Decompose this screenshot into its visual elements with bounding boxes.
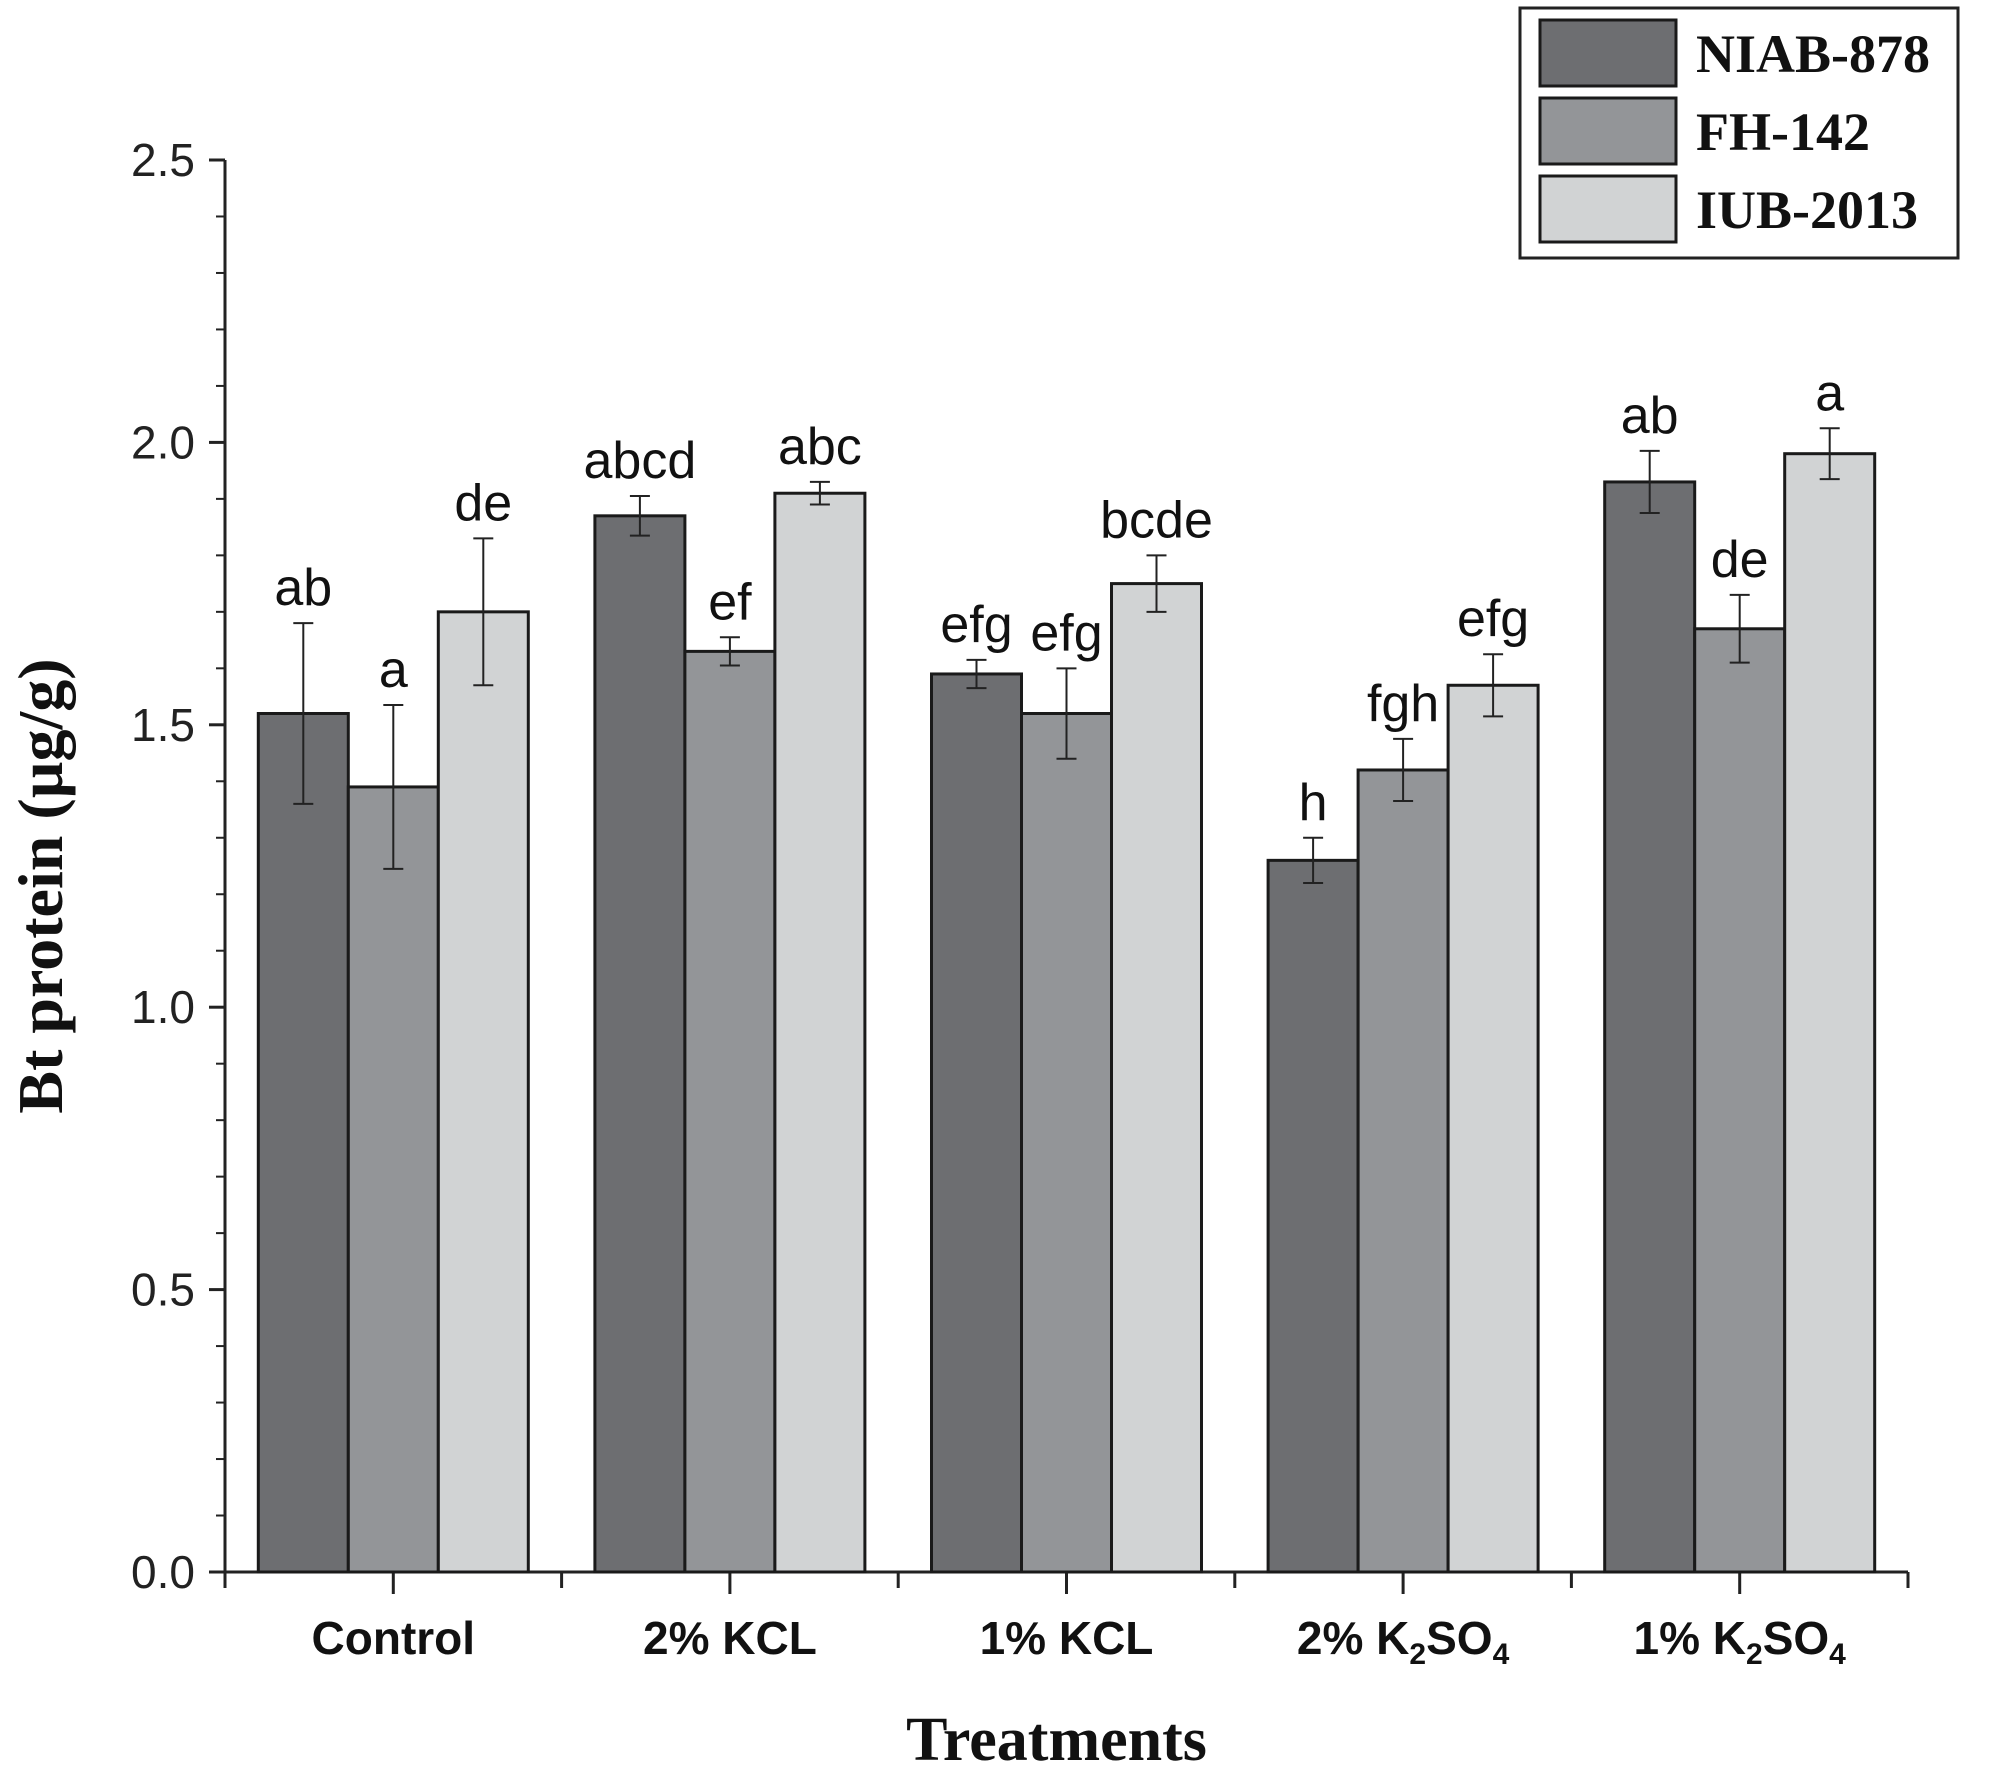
bar	[436, 610, 530, 1574]
y-tick-label: 2.0	[131, 416, 195, 468]
significance-letter: ef	[708, 573, 752, 631]
bar	[593, 514, 687, 1574]
legend-swatch	[1538, 96, 1678, 166]
x-axis-title: Treatments	[906, 1706, 1207, 1774]
significance-letter: fgh	[1367, 675, 1439, 733]
bar	[773, 491, 867, 1574]
bar	[1266, 858, 1360, 1574]
y-tick-label: 0.5	[131, 1264, 195, 1316]
bar	[1693, 627, 1787, 1574]
bar	[1020, 712, 1113, 1574]
axes: 0.0 0.5 1.0 1.5 2.0 2.5 Control 2% KCL 1% KCL 2% …	[5, 134, 1910, 1774]
legend-label: NIAB-878	[1696, 24, 1930, 84]
significance-letter: bcde	[1100, 491, 1213, 549]
x-category-label: 2% KCL	[643, 1612, 817, 1664]
y-tick-label: 1.0	[131, 981, 195, 1033]
legend: NIAB-878 FH-142 IUB-2013	[1518, 6, 1960, 260]
significance-letter: ab	[274, 559, 332, 617]
legend-label: IUB-2013	[1696, 180, 1918, 240]
significance-letter: h	[1299, 774, 1328, 832]
x-category-label: 1% K2SO4	[1634, 1612, 1847, 1671]
y-tick-label: 0.0	[131, 1546, 195, 1598]
bar	[256, 712, 350, 1574]
significance-letter: abc	[778, 418, 862, 476]
significance-letter: efg	[1030, 604, 1102, 662]
x-category-label: 1% KCL	[980, 1612, 1154, 1664]
legend-swatch	[1538, 174, 1678, 244]
significance-letter: a	[379, 641, 408, 699]
significance-letter: efg	[1457, 590, 1529, 648]
significance-letter: de	[454, 474, 512, 532]
bar	[346, 785, 440, 1574]
bar	[930, 672, 1023, 1574]
significance-letter: efg	[940, 596, 1012, 654]
legend-label: FH-142	[1696, 102, 1870, 162]
y-tick-label: 1.5	[131, 699, 195, 751]
legend-swatch	[1538, 18, 1678, 88]
significance-letter: de	[1711, 531, 1769, 589]
significance-letter: a	[1815, 364, 1844, 422]
bar	[683, 649, 777, 1574]
bar	[1356, 768, 1450, 1574]
bar	[1446, 683, 1540, 1574]
bars	[256, 427, 1877, 1574]
y-axis-title: Bt protein (µg/g)	[5, 658, 76, 1113]
bar	[1783, 452, 1877, 1574]
bar	[1110, 582, 1203, 1574]
significance-letter: ab	[1621, 387, 1679, 445]
bar	[1603, 480, 1697, 1574]
x-category-label: Control	[312, 1612, 476, 1664]
significance-letter: abcd	[584, 432, 697, 490]
x-category-label: 2% K2SO4	[1297, 1612, 1510, 1671]
y-tick-label: 2.5	[131, 134, 195, 186]
